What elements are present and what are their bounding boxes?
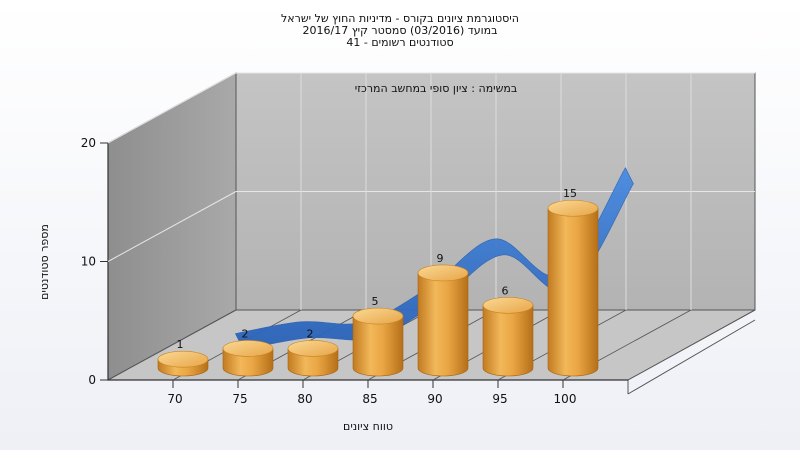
bar-body	[352, 315, 404, 377]
bar-90	[417, 264, 469, 377]
data-label: 2	[307, 327, 314, 340]
chart-title-line-2: במועד (03/2016) סמסטר קיץ 2016/17	[302, 24, 498, 37]
y-axis-title: מספר סטודנטים	[38, 224, 51, 300]
bar-70	[157, 350, 209, 377]
bar-100	[547, 199, 599, 377]
bar-body	[482, 304, 534, 377]
bar-top	[417, 264, 469, 282]
x-tick-label: 95	[492, 392, 507, 406]
bar-top	[352, 307, 404, 325]
x-tick-label: 80	[297, 392, 312, 406]
data-label: 15	[563, 187, 577, 200]
bar-body	[547, 207, 599, 377]
bar-top	[287, 340, 339, 357]
x-tick-label: 70	[167, 392, 182, 406]
chart-subtitle: במשימה : ציון סופי במחשב המרכזי	[355, 82, 518, 95]
data-labels: 1 2 2 5 9 6 15	[177, 187, 578, 351]
x-tick-label: 75	[232, 392, 247, 406]
x-tick-label: 85	[362, 392, 377, 406]
x-tick-label: 100	[554, 392, 577, 406]
data-label: 1	[177, 338, 184, 351]
y-tick-label: 0	[88, 373, 96, 387]
bars	[157, 199, 599, 377]
y-tick-label: 20	[81, 136, 96, 150]
data-label: 2	[242, 327, 249, 340]
gridline-side	[107, 191, 237, 262]
bar-80	[287, 340, 339, 377]
y-tick-label: 10	[81, 255, 96, 269]
bar-top	[547, 199, 599, 217]
floor-thickness-edge	[627, 319, 756, 395]
bar-top	[222, 340, 274, 357]
bar-95	[482, 296, 534, 377]
bar-85	[352, 307, 404, 377]
data-label: 9	[437, 252, 444, 265]
x-tick-label: 90	[427, 392, 442, 406]
x-axis-title: טווח ציונים	[343, 420, 393, 433]
gridline-side	[107, 72, 237, 144]
bar-body	[417, 272, 469, 377]
data-label: 6	[502, 284, 509, 297]
bar-top	[482, 296, 534, 314]
chart-title-line-3: סטודנטים רשומים - 41	[346, 36, 454, 49]
chart-title-line-1: היסטוגרמת ציונים בקורס - מדיניות החוץ של…	[281, 12, 519, 25]
bar-top	[157, 350, 209, 368]
data-label: 5	[372, 295, 379, 308]
bar-75	[222, 340, 274, 377]
